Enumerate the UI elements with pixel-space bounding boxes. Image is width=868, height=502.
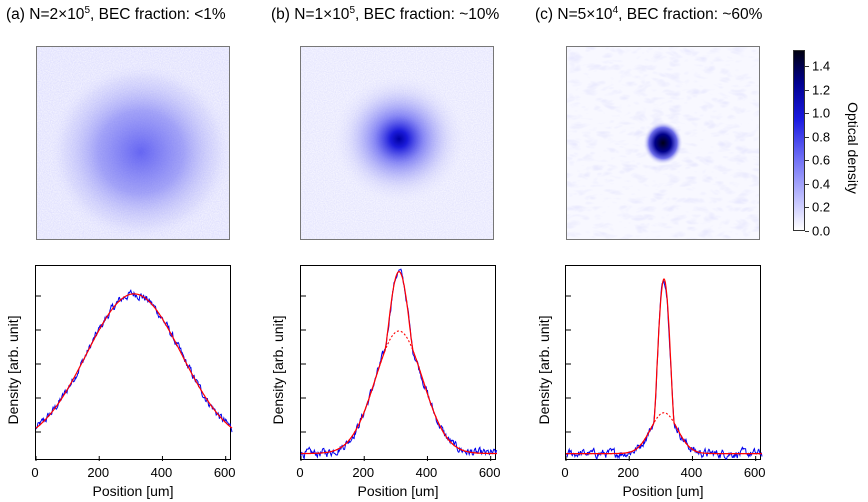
colorbar-tick (805, 231, 809, 232)
colorbar-tick (805, 66, 809, 67)
x-axis-label-a: Position [um] (92, 483, 174, 499)
density-data-line (35, 289, 233, 433)
fit-line (566, 278, 762, 455)
x-tick-label: 200 (617, 465, 640, 480)
colorbar-tick-label: 0.2 (812, 199, 831, 215)
x-tick-label: 200 (352, 465, 375, 480)
panel-title-b: (b) N=1×105, BEC fraction: ~10% (271, 5, 500, 24)
colorbar-tick-label: 1.4 (812, 58, 831, 74)
x-tick-label: 400 (150, 465, 173, 480)
colorbar-tick-label: 1.0 (812, 105, 831, 121)
x-axis-label-c: Position [um] (622, 483, 704, 499)
colorbar-tick (805, 160, 809, 162)
colorbar-tick (805, 207, 809, 209)
y-axis-label-b: Density [arb. unit] (270, 315, 286, 425)
colorbar-tick (805, 89, 809, 91)
colorbar-label: Optical density (845, 102, 861, 194)
y-axis-label-c: Density [arb. unit] (536, 315, 552, 425)
panel-title-a: (a) N=2×105, BEC fraction: <1% (6, 5, 226, 24)
colorbar-tick-label: 0.6 (812, 152, 831, 168)
x-tick-label: 0 (296, 465, 304, 480)
colorbar (793, 50, 805, 231)
absorption-image-c (566, 46, 760, 240)
x-tick-label: 200 (87, 465, 110, 480)
x-tick-label: 600 (213, 465, 236, 480)
x-tick-label: 0 (561, 465, 569, 480)
fit-line (301, 270, 497, 455)
profile-plot-b (300, 265, 498, 461)
thermal-fit-line (301, 330, 497, 455)
colorbar-tick (805, 183, 809, 185)
colorbar-tick-label: 0.8 (812, 129, 831, 145)
density-data-line (566, 278, 763, 461)
colorbar-tick (805, 113, 809, 115)
y-axis-label-a: Density [arb. unit] (5, 315, 21, 425)
colorbar-tick-label: 0.0 (812, 223, 831, 239)
profile-plot-c (565, 265, 763, 461)
absorption-image-a (36, 46, 230, 240)
thermal-fit-line (566, 412, 762, 455)
colorbar-tick-label: 1.2 (812, 82, 831, 98)
x-tick-label: 400 (415, 465, 438, 480)
x-tick-label: 600 (478, 465, 501, 480)
x-tick-label: 600 (743, 465, 766, 480)
density-data-line (300, 268, 498, 461)
profile-plot-a (35, 265, 233, 461)
panel-title-c: (c) N=5×104, BEC fraction: ~60% (535, 5, 763, 24)
colorbar-tick-label: 0.4 (812, 176, 831, 192)
colorbar-tick (805, 136, 809, 138)
fit-line (35, 293, 233, 429)
x-tick-label: 0 (31, 465, 39, 480)
x-tick-label: 400 (680, 465, 703, 480)
x-axis-label-b: Position [um] (357, 483, 439, 499)
absorption-image-b (300, 46, 494, 240)
